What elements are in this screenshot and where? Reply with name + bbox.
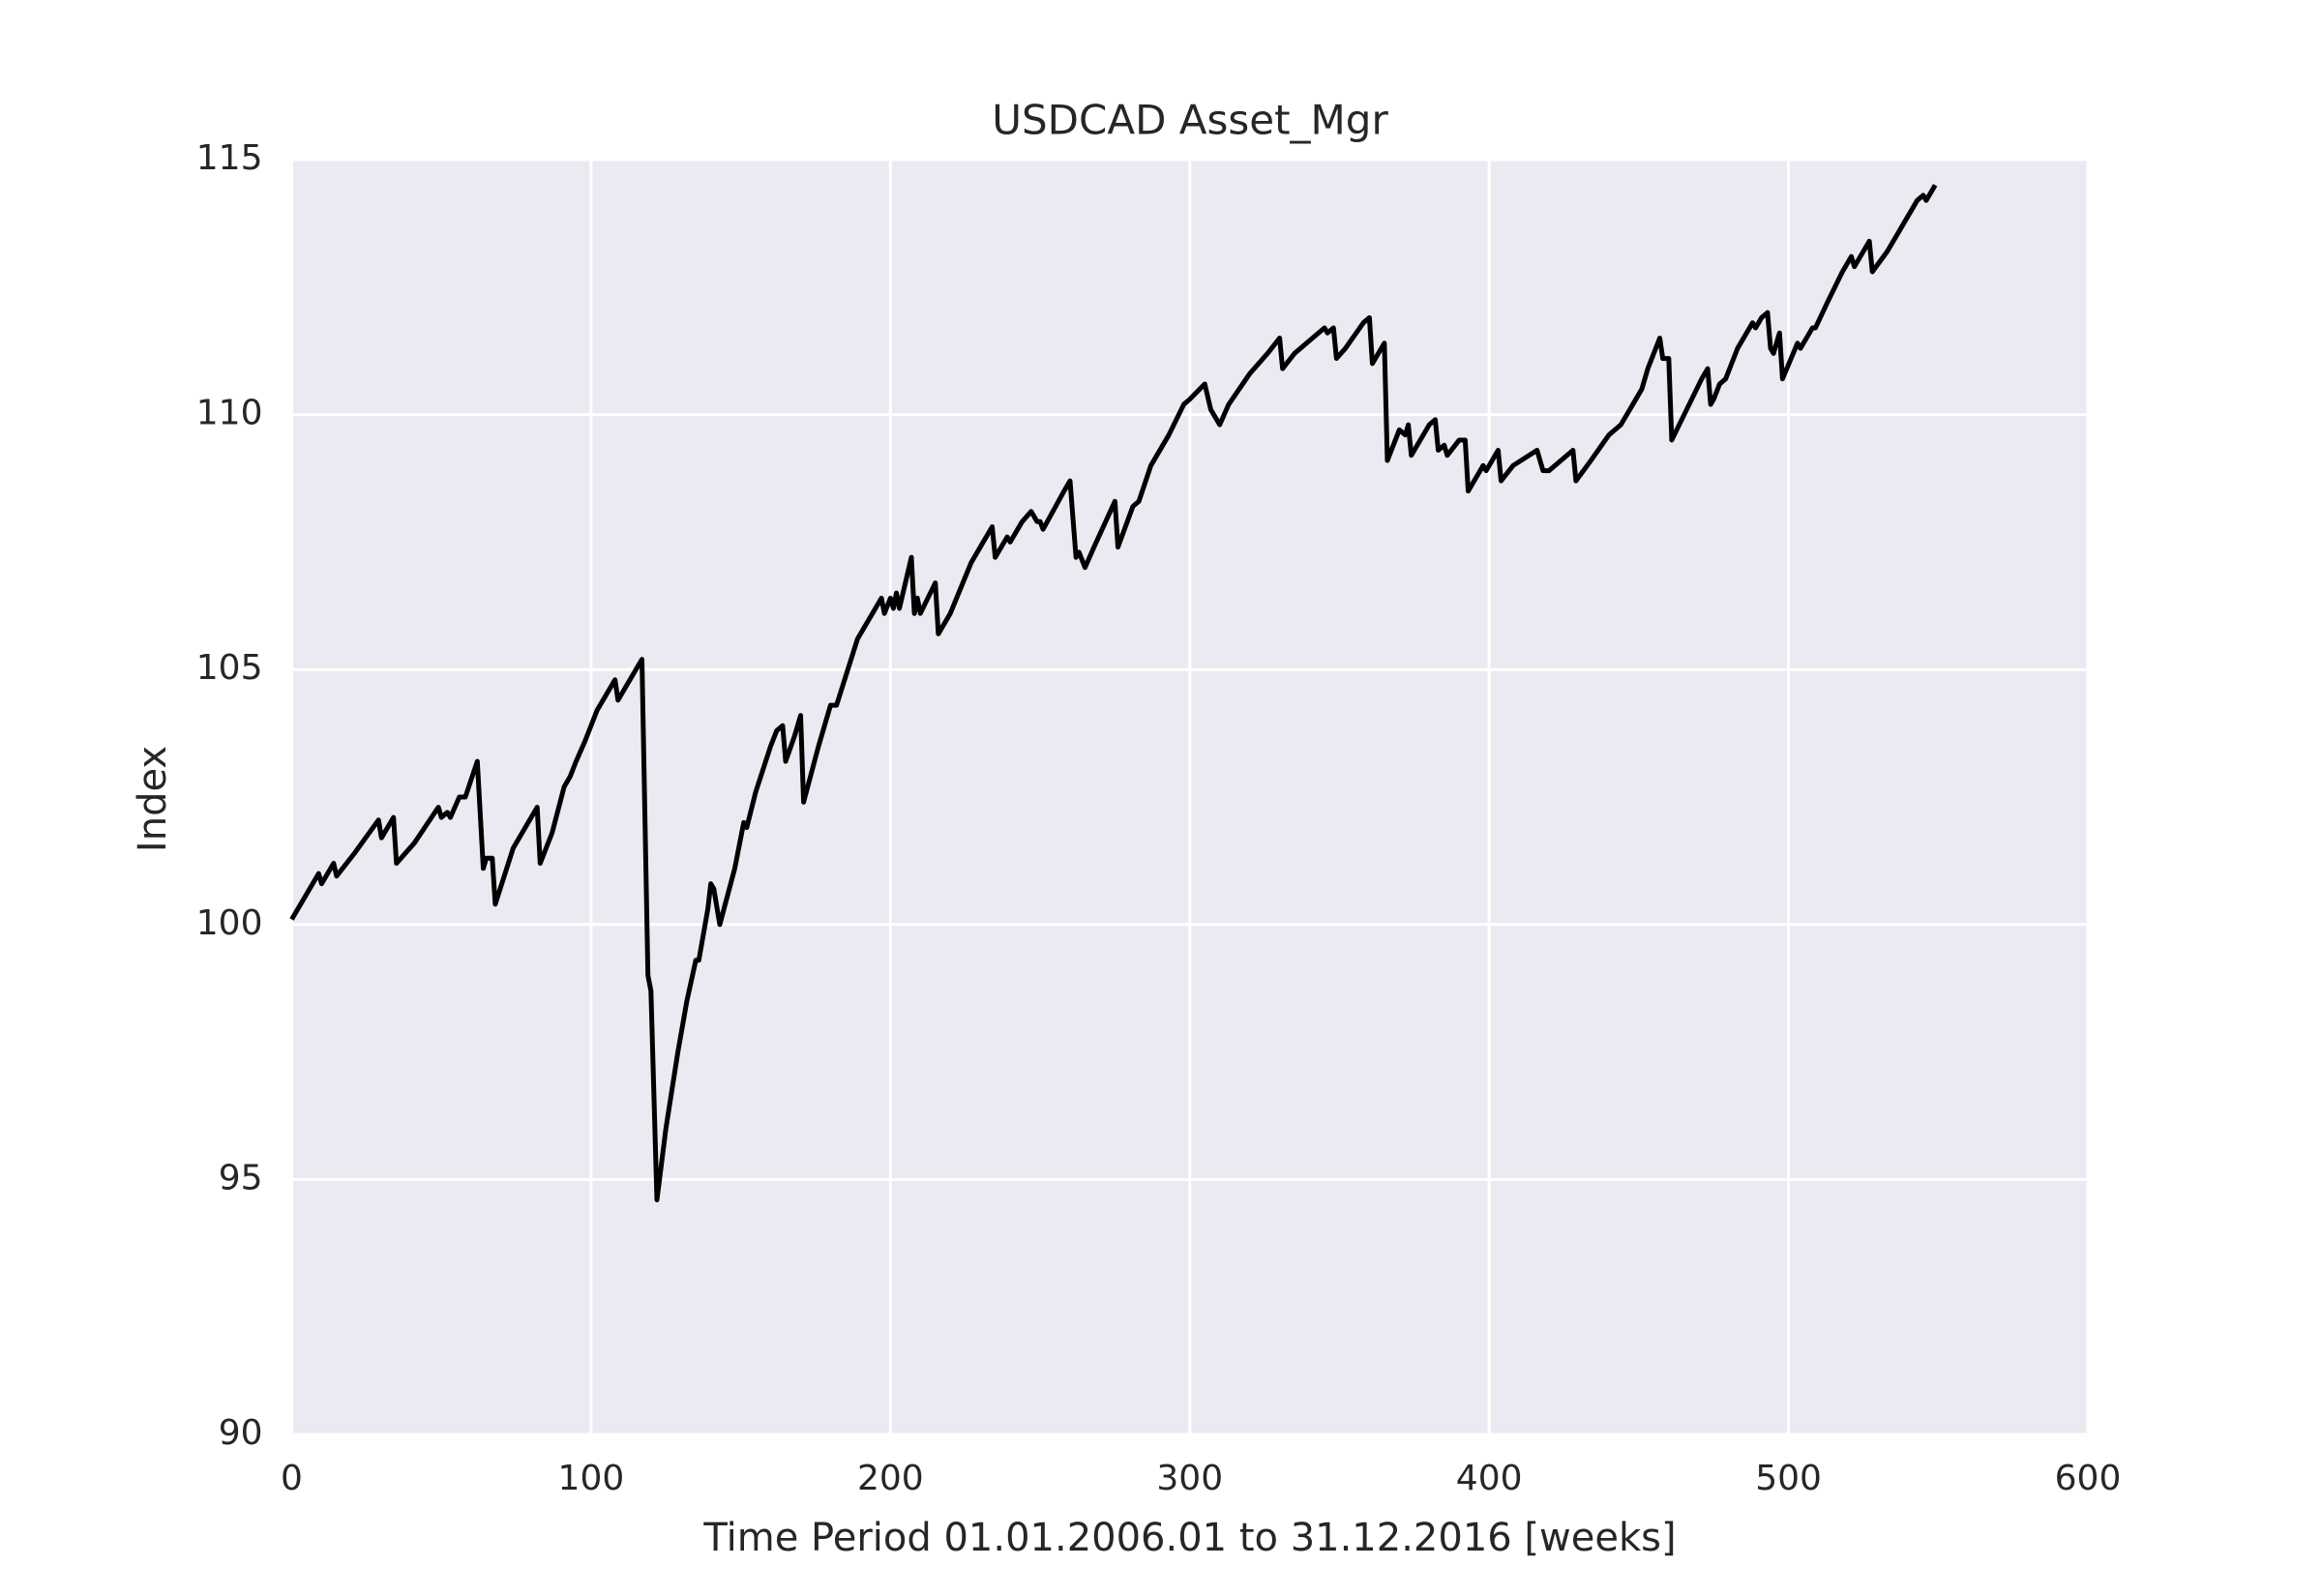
- chart-title: USDCAD Asset_Mgr: [992, 97, 1388, 144]
- y-tick-label: 105: [196, 648, 263, 688]
- x-tick-label: 300: [1156, 1459, 1223, 1498]
- x-tick-label: 500: [1755, 1459, 1822, 1498]
- x-tick-label: 0: [281, 1459, 303, 1498]
- y-axis-label: Index: [131, 746, 175, 852]
- data-line: [289, 184, 1938, 1202]
- y-tick-label: 115: [196, 138, 263, 178]
- y-tick-label: 90: [219, 1413, 263, 1453]
- y-tick-label: 110: [196, 394, 263, 433]
- y-tick-label: 95: [219, 1158, 263, 1197]
- x-axis-label: Time Period 01.01.2006.01 to 31.12.2016 …: [702, 1516, 1676, 1560]
- x-tick-label: 200: [857, 1459, 924, 1498]
- y-tick-label: 100: [196, 903, 263, 943]
- x-tick-label: 600: [2055, 1459, 2122, 1498]
- x-tick-label: 400: [1456, 1459, 1523, 1498]
- x-tick-label: 100: [558, 1459, 625, 1498]
